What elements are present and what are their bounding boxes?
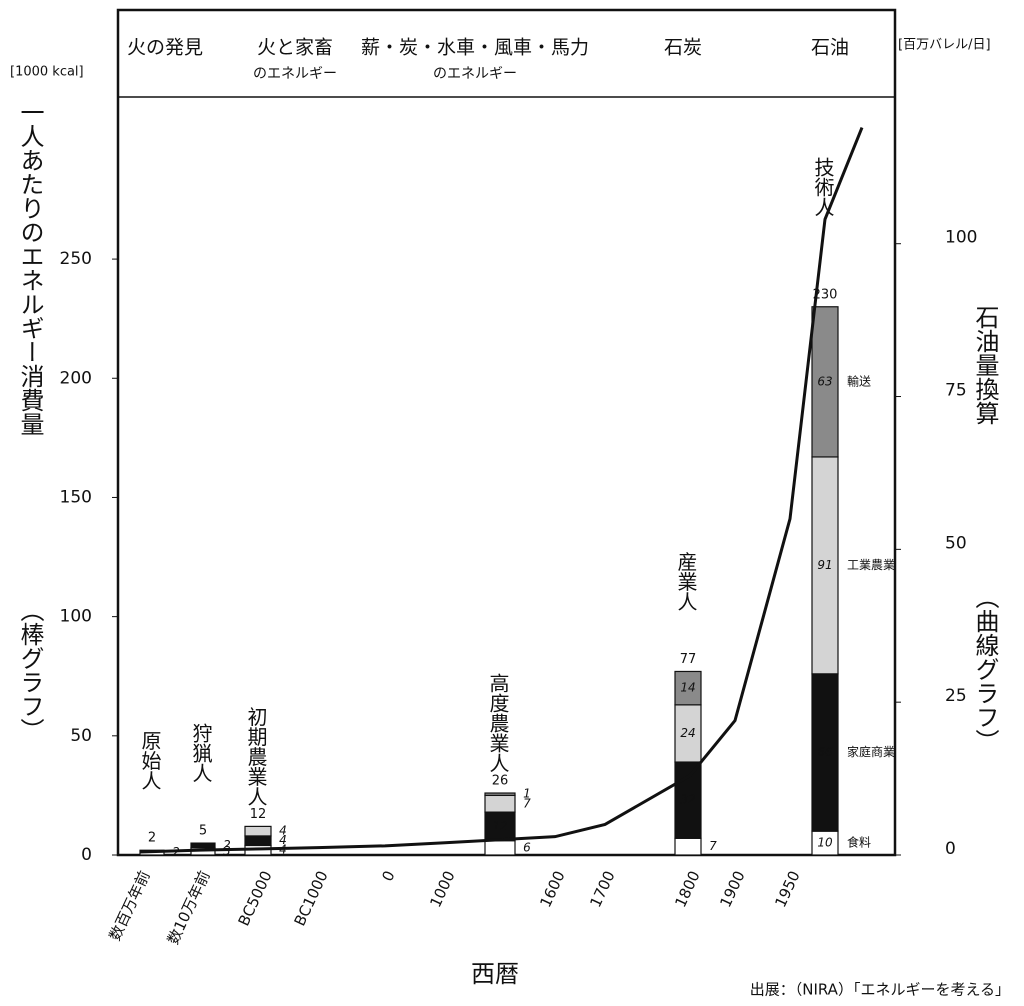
y2-unit: [百万バレル/日]: [898, 38, 991, 53]
y2-axis-note: （曲線グラフ）: [971, 585, 999, 753]
bar-total: 26: [492, 774, 509, 789]
segment-label: 10: [817, 836, 833, 850]
stage-label: 狩猟人: [189, 723, 213, 783]
chart: [1000 kcal] [百万バレル/日] 一人あたりのエネルギー消費量 （棒グ…: [0, 0, 1024, 1002]
y2-tick-label: 0: [945, 839, 956, 859]
source: 出展：（NIRA）「エネルギーを考える」: [750, 981, 1010, 999]
bar-segment: [675, 838, 701, 855]
segment-label: 24: [680, 726, 695, 740]
segment-label: 66: [817, 745, 833, 759]
legend-label: 食料: [847, 835, 871, 850]
legend-label: 家庭商業: [847, 744, 895, 759]
x-tick-label: 1900: [716, 868, 748, 910]
y-tick-label: 150: [60, 487, 92, 507]
x-tick-label: 数百万年前: [106, 868, 154, 944]
segment-label: 12: [492, 819, 507, 833]
y-axis-note: （棒グラフ）: [16, 598, 44, 742]
stage-label: 初期農業人: [244, 706, 268, 806]
segment-label: 14: [680, 681, 695, 695]
segment-label: 4: [279, 824, 287, 838]
y2-tick-label: 100: [945, 228, 977, 248]
stage-label: 原始人: [138, 730, 162, 790]
era-label: 薪・炭・水車・風車・馬力: [361, 37, 589, 59]
stage-label: 高度農業人: [486, 673, 510, 773]
y2-axis-title: 石油量換算: [971, 305, 999, 425]
era-label: 火の発見: [127, 37, 203, 59]
x-tick-label: 1700: [586, 868, 618, 910]
y2-tick-label: 50: [945, 533, 967, 553]
x-tick-label: 0: [378, 868, 398, 884]
y2-tick-label: 75: [945, 381, 967, 401]
x-tick-label: 1000: [426, 868, 458, 910]
bar-total: 2: [148, 831, 156, 846]
bar-total: 12: [250, 807, 267, 822]
y-unit: [1000 kcal]: [10, 65, 84, 80]
x-tick-label: BC1000: [291, 868, 332, 929]
x-tick-label: 1800: [671, 868, 703, 910]
stage-label: 産業人: [674, 551, 698, 611]
y-axis-title: 一人あたりのエネルギー消費量: [16, 100, 44, 436]
y-tick-label: 200: [60, 368, 92, 388]
x-tick-label: 1600: [536, 868, 568, 910]
era-label: のエネルギー: [253, 66, 337, 82]
x-tick-label: 1950: [771, 868, 803, 910]
era-label: 石油: [811, 37, 849, 59]
legend-label: 輸送: [847, 373, 871, 388]
y-tick-label: 250: [60, 249, 92, 269]
y-tick-label: 100: [60, 607, 92, 627]
x-tick-label: BC5000: [235, 868, 276, 929]
era-label: のエネルギー: [433, 66, 517, 82]
bar-total: 77: [680, 652, 697, 667]
segment-label: 7: [709, 839, 717, 853]
bar-segment: [245, 826, 271, 836]
segment-label: 63: [817, 374, 832, 388]
y-tick-label: 0: [81, 845, 92, 865]
y-tick-label: 50: [70, 726, 92, 746]
segment-label: 6: [523, 840, 531, 854]
bar-segment: [245, 836, 271, 846]
bar-segment: [191, 843, 215, 848]
stage-label: 技術人: [811, 156, 835, 216]
legend-label: 工業農業: [847, 558, 895, 572]
bar-total: 5: [199, 824, 207, 839]
era-label: 石炭: [664, 37, 702, 59]
y2-tick-label: 25: [945, 686, 967, 706]
bar-segment: [485, 793, 515, 795]
segment-label: 32: [680, 793, 695, 807]
segment-label: 1: [523, 787, 531, 801]
x-tick-label: 数10万年前: [164, 868, 214, 947]
segment-label: 91: [817, 558, 832, 572]
bar-segment: [485, 841, 515, 855]
x-axis-title: 西暦: [471, 960, 519, 988]
bar-segment: [485, 795, 515, 812]
era-label: 火と家畜: [257, 37, 333, 59]
